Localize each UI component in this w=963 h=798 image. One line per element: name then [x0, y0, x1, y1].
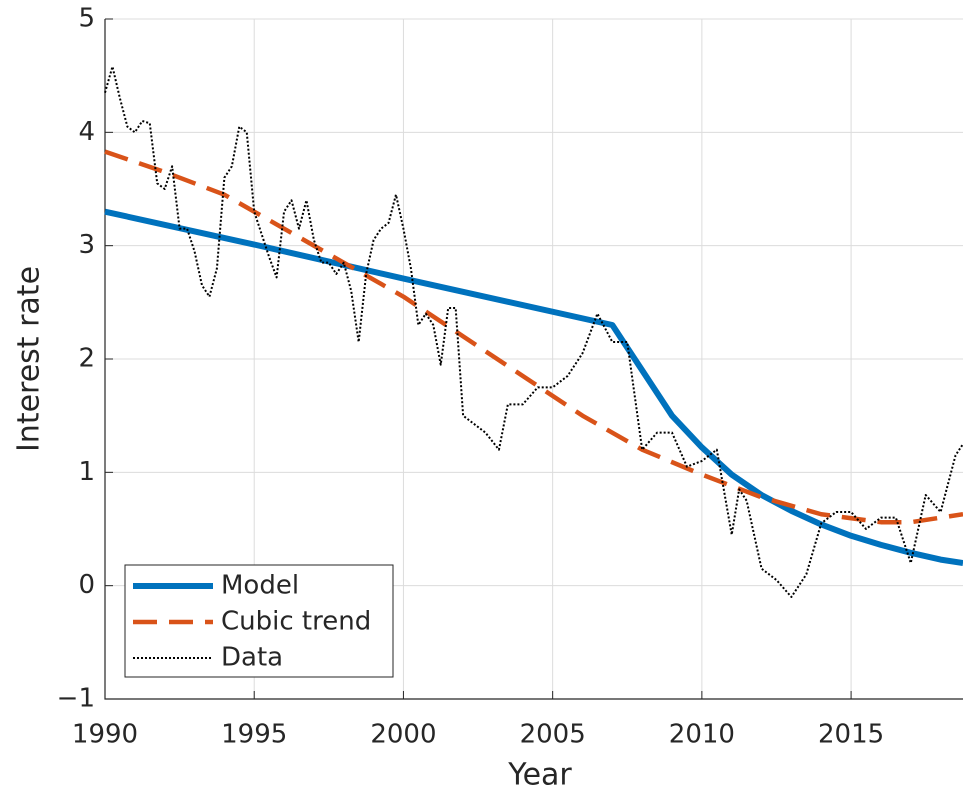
legend-label: Data	[221, 643, 283, 673]
y-axis-label: Interest rate	[12, 266, 47, 452]
y-tick-label: 5	[78, 4, 95, 34]
y-tick-label: 3	[78, 230, 95, 260]
y-tick-label: 1	[78, 457, 95, 487]
x-tick-label: 2015	[818, 720, 884, 750]
x-tick-label: 1990	[72, 720, 138, 750]
y-tick-label: 2	[78, 344, 95, 374]
y-tick-label: −1	[57, 684, 95, 714]
y-tick-label: 4	[78, 117, 95, 147]
series-line	[104, 149, 963, 525]
x-tick-label: 2000	[370, 720, 436, 750]
x-axis-label: Year	[507, 758, 572, 793]
x-tick-label: 1995	[221, 720, 287, 750]
x-tick-label: 2010	[669, 720, 735, 750]
axes	[104, 19, 963, 700]
x-tick-label: 2005	[520, 720, 586, 750]
legend-label: Cubic trend	[221, 607, 371, 637]
y-tick-label: 0	[78, 570, 95, 600]
legend-label: Model	[221, 571, 299, 601]
series-line	[104, 208, 963, 566]
